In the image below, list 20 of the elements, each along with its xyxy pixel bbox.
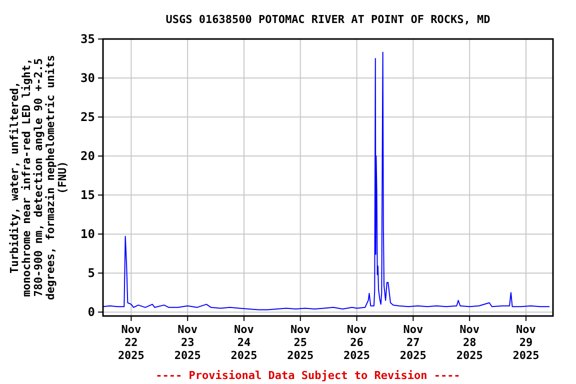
x-tick-label: Nov 26 2025 xyxy=(344,323,370,362)
x-tick-label: Nov 22 2025 xyxy=(118,323,144,362)
x-tick-label: Nov 25 2025 xyxy=(287,323,314,362)
x-tick-label: Nov 28 2025 xyxy=(456,323,483,362)
x-tick-label: Nov 24 2025 xyxy=(230,323,258,362)
y-tick-label: 35 xyxy=(80,32,95,46)
x-tick-label: Nov 23 2025 xyxy=(174,323,201,362)
chart-title: USGS 01638500 POTOMAC RIVER AT POINT OF ROCKS, MD xyxy=(166,13,491,26)
y-tick-label: 15 xyxy=(80,188,95,202)
y-tick-label: 20 xyxy=(80,149,95,164)
y-tick-label: 10 xyxy=(80,227,95,242)
y-tick-label: 0 xyxy=(88,305,95,320)
y-tick-label: 30 xyxy=(80,71,95,86)
text: ---- Provisional Data Subject to Revision ---- xyxy=(156,369,460,382)
x-tick-label: Nov 29 2025 xyxy=(512,323,540,362)
x-tick-label: Nov 27 2025 xyxy=(400,323,426,362)
y-axis-title: Turbidity, water, unfiltered, monochrome near infra-red LED light, 780-900 nm, detection angle 90 +-2.5 degrees, formazin nephelometric units (FNU) xyxy=(8,54,69,300)
y-tick-label: 25 xyxy=(80,110,95,124)
line-series xyxy=(102,52,550,310)
y-tick-label: 5 xyxy=(88,266,95,280)
